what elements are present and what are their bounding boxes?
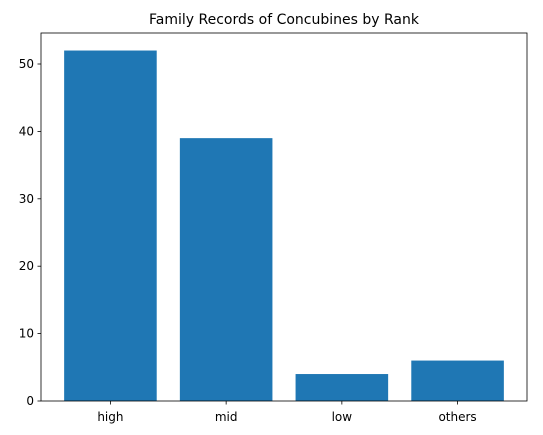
- bar-others: [411, 360, 504, 401]
- x-tick-label-mid: mid: [215, 410, 238, 424]
- y-tick-label: 0: [26, 394, 34, 408]
- x-tick-label-high: high: [97, 410, 123, 424]
- bar-low: [295, 374, 389, 401]
- y-tick-label: 40: [19, 124, 34, 138]
- axes-frame: [40, 32, 528, 402]
- bar-mid: [179, 138, 273, 401]
- y-tick-label: 50: [19, 57, 34, 71]
- y-tick-label: 10: [19, 327, 34, 341]
- bar-high: [64, 50, 157, 402]
- y-tick-label: 20: [19, 259, 34, 273]
- chart-title: Family Records of Concubines by Rank: [149, 12, 420, 28]
- plot-area: 0 10 20 30 40 50 high mid low others: [19, 32, 528, 424]
- y-tick-label: 30: [19, 192, 34, 206]
- x-tick-label-low: low: [332, 410, 353, 424]
- x-tick-label-others: others: [438, 410, 476, 424]
